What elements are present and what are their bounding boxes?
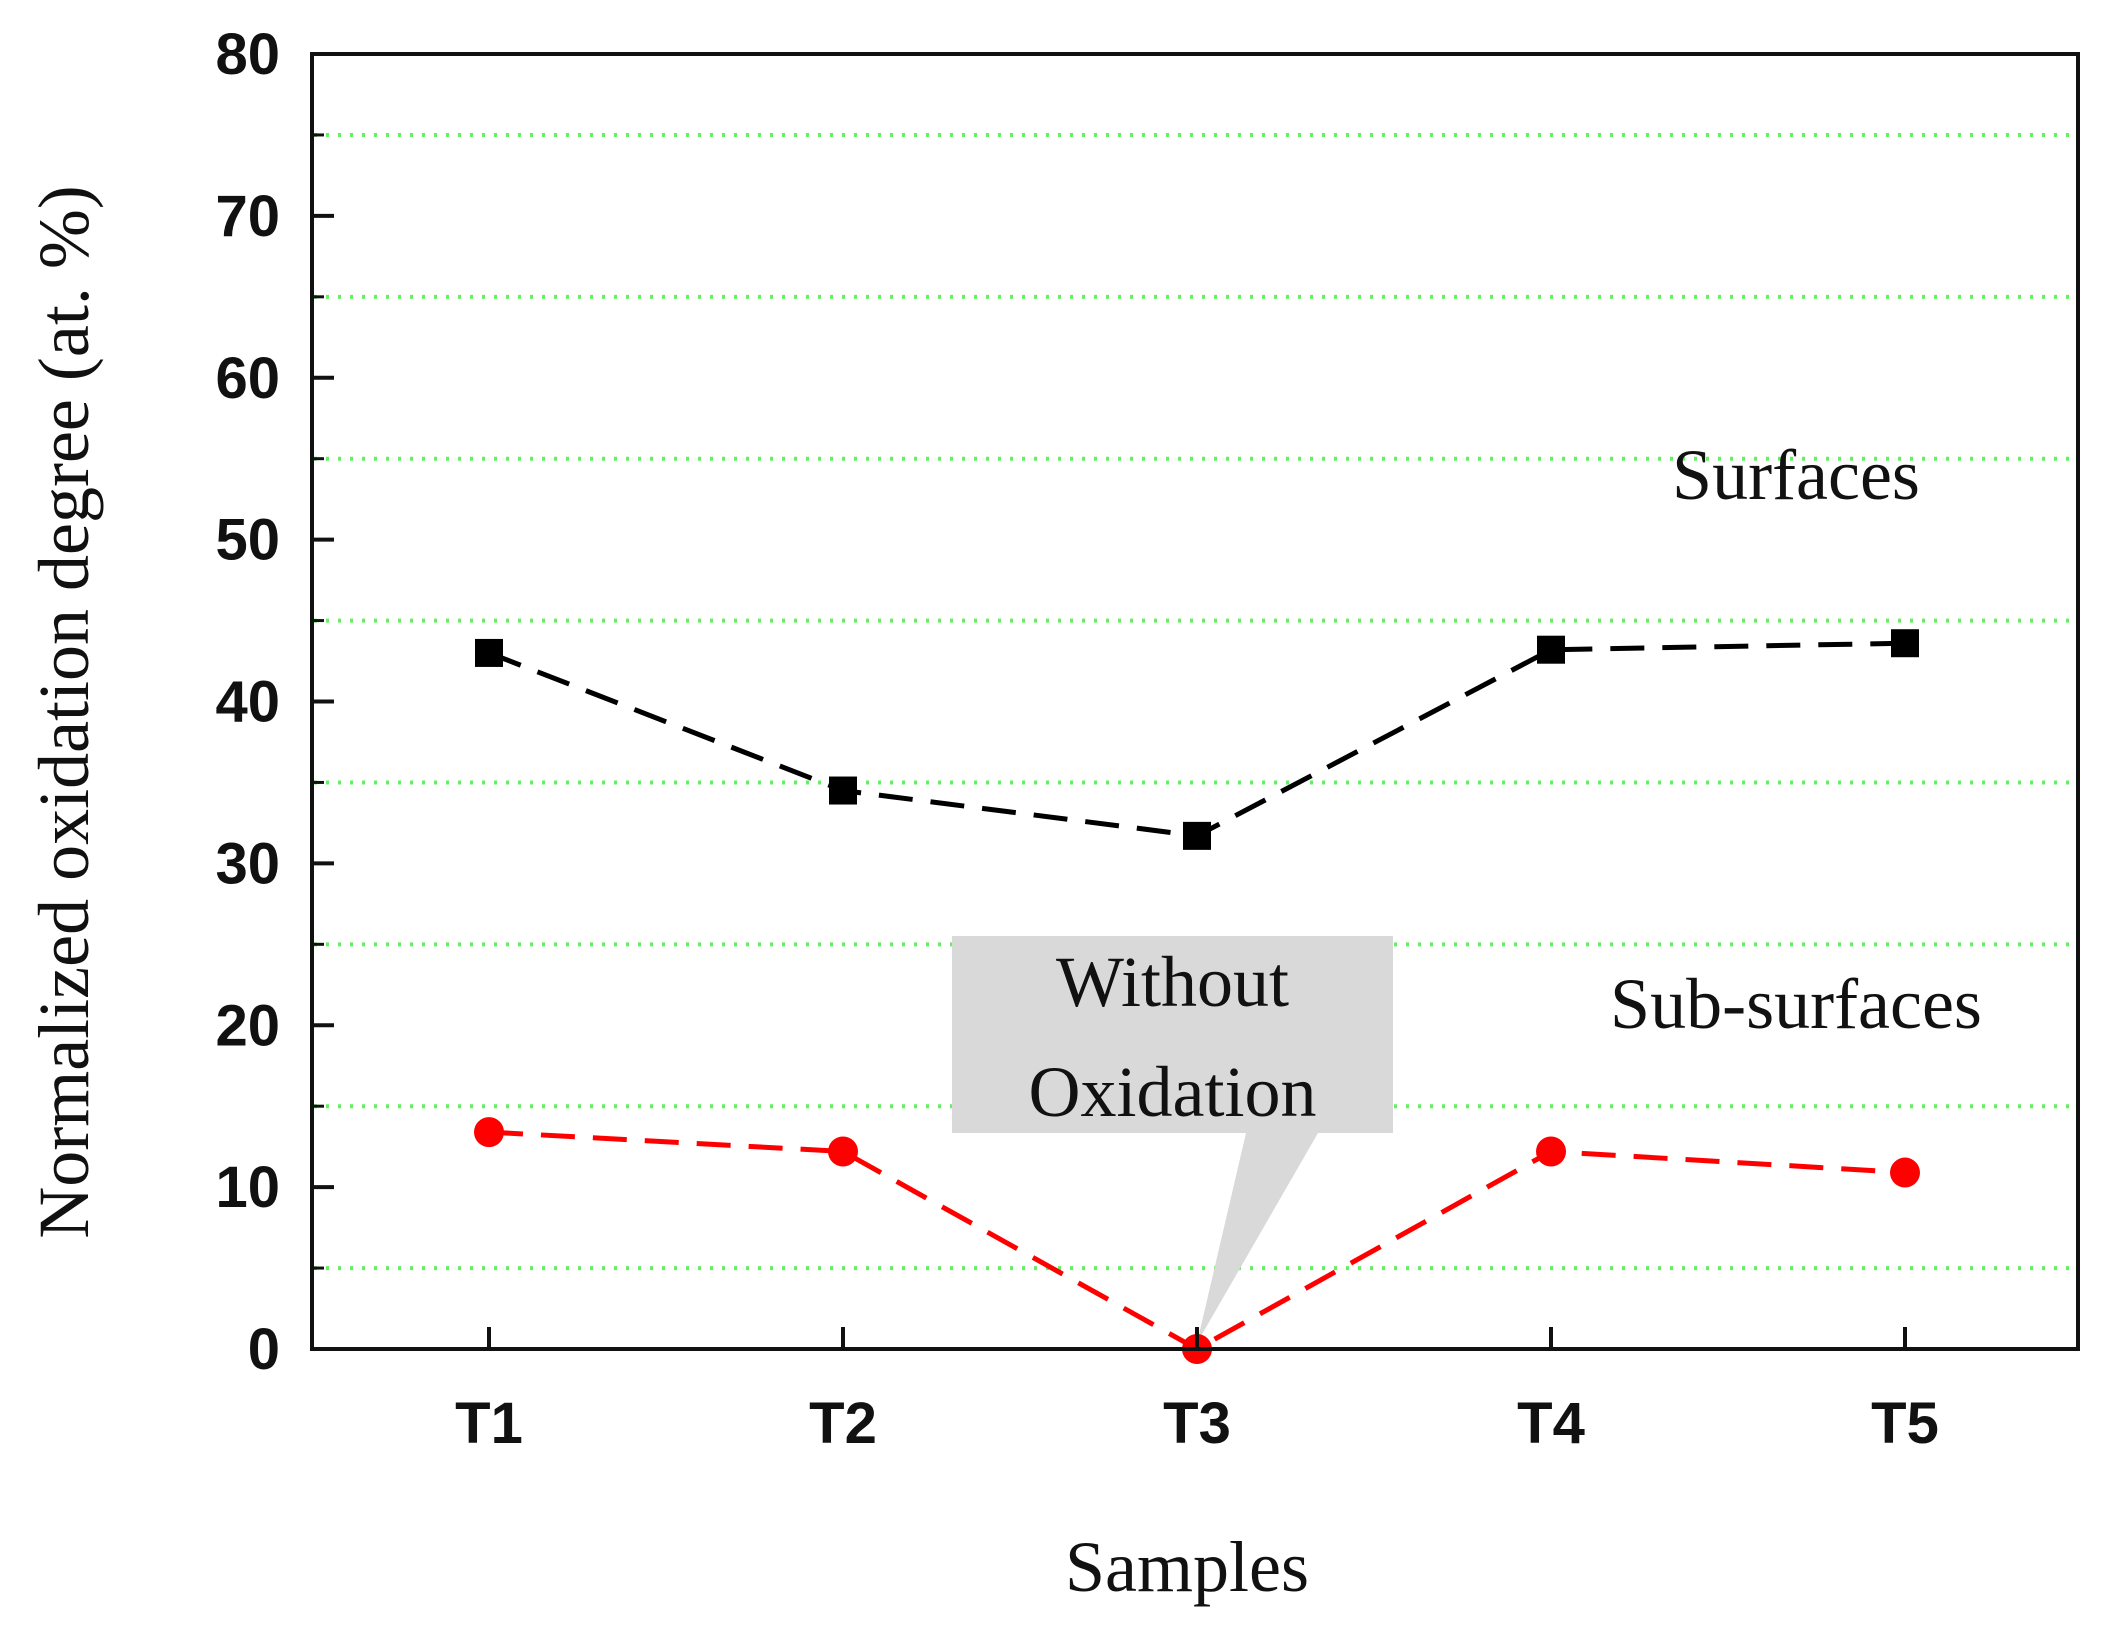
callout-text-line-1: Without bbox=[1056, 942, 1289, 1022]
text-layer: 0 10 20 30 40 50 60 70 80 T1 T2 T3 T4 T5 Samples Normal… bbox=[24, 22, 1982, 1607]
surfaces-point-T1 bbox=[475, 638, 503, 667]
surfaces-point-T3 bbox=[1183, 821, 1211, 850]
callout-text-line-2: Oxidation bbox=[1029, 1052, 1317, 1132]
y-tick-label-30: 30 bbox=[215, 831, 280, 896]
x-tick-label-T1: T1 bbox=[455, 1391, 523, 1456]
sub-surfaces-series-label: Sub-surfaces bbox=[1610, 964, 1982, 1044]
sub-surfaces-point-T4 bbox=[1536, 1136, 1566, 1167]
sub-surfaces-series-line bbox=[488, 1129, 1906, 1352]
callout-box bbox=[952, 936, 1393, 1343]
surfaces-series-label: Surfaces bbox=[1672, 435, 1920, 515]
y-tick-label-50: 50 bbox=[215, 508, 280, 573]
surfaces-series-line bbox=[488, 640, 1906, 839]
y-tick-label-70: 70 bbox=[215, 184, 280, 249]
sub-surfaces-point-T1 bbox=[474, 1117, 504, 1148]
sub-surfaces-point-T5 bbox=[1890, 1157, 1920, 1188]
y-tick-label-60: 60 bbox=[215, 346, 280, 411]
surfaces-point-T2 bbox=[829, 776, 857, 805]
x-tick-label-T2: T2 bbox=[809, 1391, 877, 1456]
surfaces-point-T4 bbox=[1537, 635, 1565, 664]
x-axis-label: Samples bbox=[1065, 1527, 1309, 1607]
y-tick-label-80: 80 bbox=[215, 22, 280, 87]
axis-layer bbox=[310, 52, 2080, 1351]
x-tick-label-T4: T4 bbox=[1517, 1391, 1585, 1456]
y-tick-label-40: 40 bbox=[215, 670, 280, 735]
x-tick-label-T3: T3 bbox=[1163, 1391, 1231, 1456]
annotation-layer: Without Oxidation bbox=[952, 936, 1393, 1343]
x-tick-label-T5: T5 bbox=[1871, 1391, 1939, 1456]
y-tick-label-10: 10 bbox=[215, 1155, 280, 1220]
y-axis-label: Normalized oxidation degree (at. %) bbox=[24, 185, 104, 1239]
y-tick-label-0: 0 bbox=[248, 1317, 280, 1382]
surfaces-point-T5 bbox=[1891, 629, 1919, 658]
plot-frame bbox=[310, 52, 2080, 1351]
y-tick-label-20: 20 bbox=[215, 993, 280, 1058]
sub-surfaces-point-T2 bbox=[828, 1136, 858, 1167]
